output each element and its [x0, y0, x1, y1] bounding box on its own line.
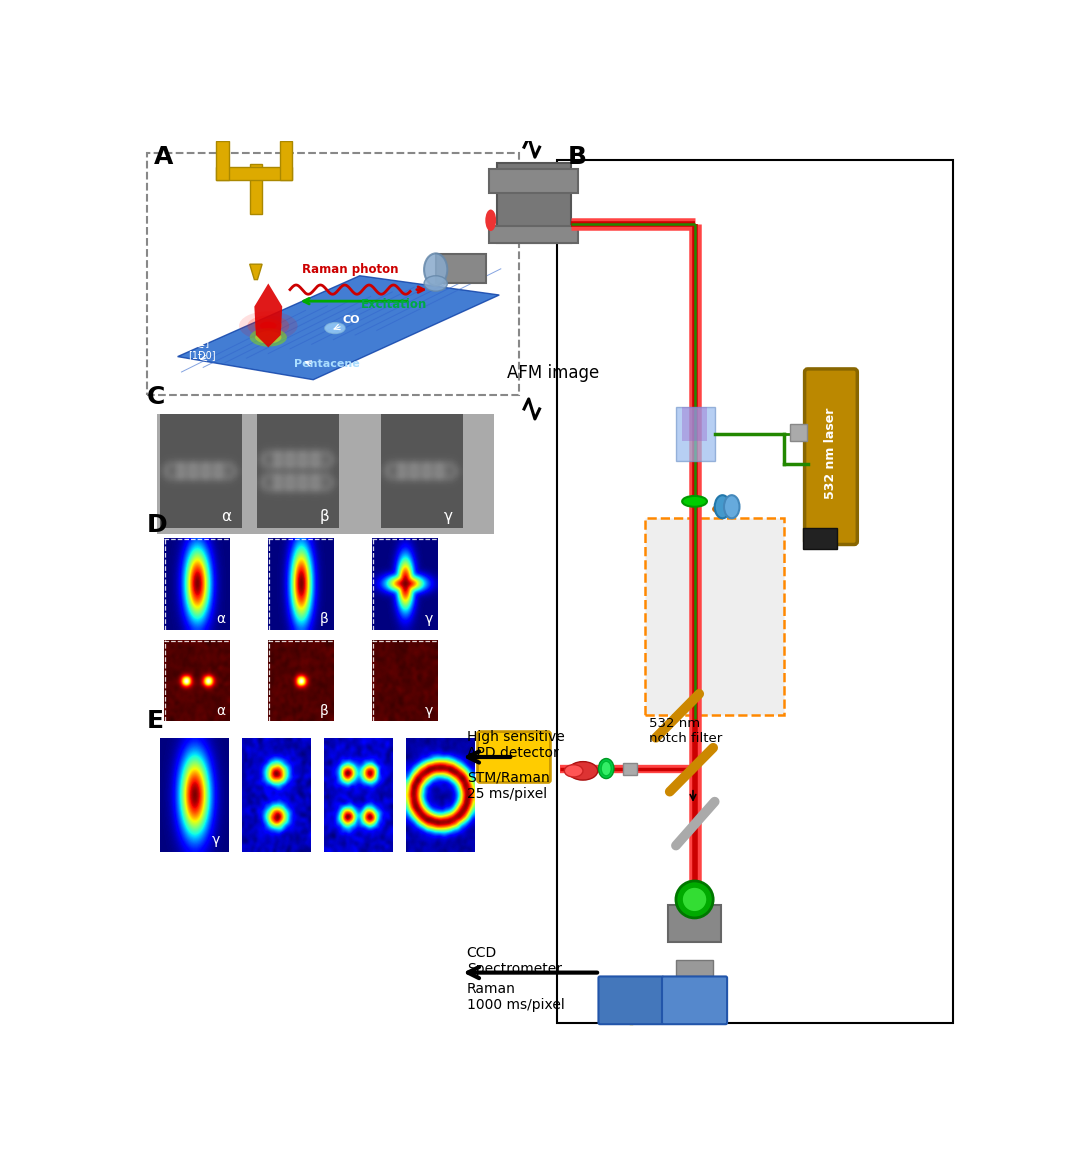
Polygon shape: [177, 276, 499, 380]
FancyBboxPatch shape: [805, 369, 858, 544]
Bar: [216, 167, 293, 180]
Bar: [489, 227, 578, 243]
Text: Pentacene: Pentacene: [294, 358, 360, 369]
Ellipse shape: [239, 311, 298, 341]
Text: STM/Raman
25 ms/pixel: STM/Raman 25 ms/pixel: [467, 771, 550, 801]
Bar: [645, 518, 784, 714]
Text: A: A: [154, 145, 174, 169]
Bar: [147, 153, 518, 395]
Bar: [280, 141, 293, 180]
Text: [001]: [001]: [183, 337, 210, 347]
Polygon shape: [255, 283, 282, 348]
Ellipse shape: [255, 331, 282, 343]
Bar: [435, 254, 486, 283]
Ellipse shape: [724, 495, 740, 518]
Circle shape: [683, 887, 707, 912]
Text: AFM image: AFM image: [507, 364, 599, 382]
Bar: [557, 160, 953, 1022]
Text: Raman
1000 ms/pixel: Raman 1000 ms/pixel: [467, 982, 565, 1012]
Bar: [249, 165, 262, 214]
Ellipse shape: [255, 318, 282, 333]
Polygon shape: [623, 763, 637, 776]
FancyBboxPatch shape: [477, 732, 551, 783]
Text: Excitation: Excitation: [362, 298, 428, 311]
Polygon shape: [249, 264, 262, 280]
Bar: [683, 407, 707, 442]
Text: CO: CO: [342, 316, 361, 325]
Text: D: D: [147, 513, 167, 537]
Bar: [804, 528, 837, 549]
Text: Raman photon: Raman photon: [301, 263, 399, 276]
Bar: [679, 980, 710, 993]
Ellipse shape: [568, 761, 597, 780]
Ellipse shape: [602, 761, 611, 776]
Ellipse shape: [325, 323, 345, 334]
Text: CCD
Spectrometer: CCD Spectrometer: [467, 946, 562, 976]
Ellipse shape: [565, 765, 583, 777]
FancyBboxPatch shape: [598, 976, 663, 1025]
Bar: [497, 162, 570, 243]
Bar: [157, 415, 494, 533]
Bar: [669, 905, 721, 942]
Ellipse shape: [485, 209, 496, 231]
Bar: [676, 960, 713, 976]
Text: C: C: [147, 385, 165, 409]
Text: [1Đ0]: [1Đ0]: [188, 350, 215, 361]
Ellipse shape: [598, 759, 613, 779]
Text: 532 nm
notch filter: 532 nm notch filter: [649, 717, 723, 745]
FancyBboxPatch shape: [662, 976, 727, 1025]
Text: B: B: [567, 145, 586, 169]
Ellipse shape: [424, 276, 447, 291]
Ellipse shape: [424, 254, 447, 286]
Ellipse shape: [683, 496, 707, 506]
Polygon shape: [676, 407, 715, 461]
Bar: [789, 424, 807, 442]
Ellipse shape: [247, 315, 289, 336]
Ellipse shape: [713, 504, 738, 513]
Ellipse shape: [249, 328, 287, 347]
Circle shape: [676, 881, 713, 918]
Text: E: E: [147, 709, 164, 733]
Ellipse shape: [260, 322, 276, 330]
Text: High sensitive
APD detector: High sensitive APD detector: [467, 730, 565, 760]
Bar: [489, 169, 578, 194]
Text: 532 nm laser: 532 nm laser: [824, 408, 837, 498]
Ellipse shape: [715, 495, 730, 518]
Bar: [216, 141, 229, 180]
